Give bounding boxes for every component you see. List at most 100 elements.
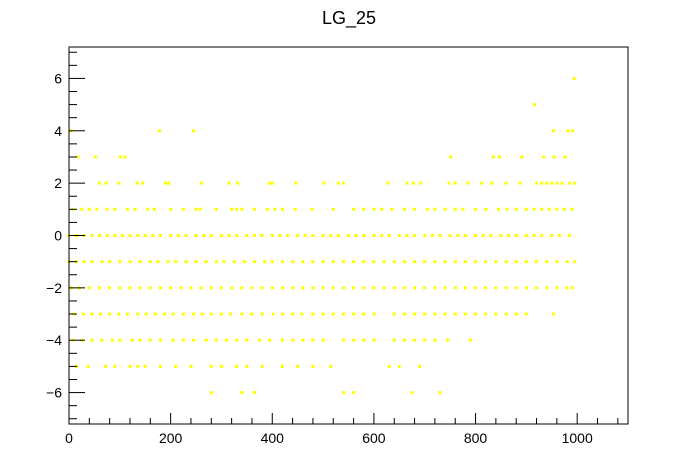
data-point (280, 207, 284, 211)
data-point (331, 312, 335, 316)
data-point (194, 260, 198, 264)
data-point (551, 129, 555, 133)
data-point (565, 286, 569, 290)
x-tick-label: 0 (65, 430, 73, 446)
data-point (463, 260, 467, 264)
y-tick-label: −2 (46, 280, 62, 296)
data-point (267, 181, 271, 185)
data-point (321, 312, 325, 316)
data-point (352, 260, 356, 264)
data-point (540, 181, 544, 185)
data-point (321, 286, 325, 290)
data-point (80, 207, 84, 211)
data-point (463, 234, 467, 237)
data-point (260, 286, 264, 290)
data-point (362, 312, 366, 316)
data-point (90, 260, 94, 264)
data-point (222, 260, 226, 264)
data-point (181, 312, 185, 316)
data-point (158, 338, 162, 342)
data-point (174, 260, 178, 264)
data-point (341, 181, 345, 185)
data-point (494, 260, 498, 264)
data-point (250, 312, 254, 316)
data-point (453, 286, 457, 290)
data-point (570, 207, 574, 211)
data-point (260, 234, 264, 237)
data-point (219, 286, 223, 290)
data-point (194, 207, 198, 211)
y-tick-label: −6 (46, 385, 62, 401)
data-point (463, 286, 467, 290)
data-point (382, 286, 386, 290)
data-point (158, 364, 162, 368)
data-point (560, 181, 564, 185)
data-point (157, 129, 161, 133)
data-point (90, 338, 94, 342)
data-point (494, 286, 498, 290)
data-point (250, 286, 254, 290)
data-point (258, 338, 262, 342)
data-point (117, 312, 121, 316)
data-point (425, 207, 429, 211)
data-point (138, 260, 142, 264)
data-point (240, 312, 244, 316)
data-point (108, 312, 112, 316)
data-point (278, 234, 282, 237)
data-point (128, 286, 132, 290)
data-point (331, 286, 335, 290)
data-point (204, 260, 208, 264)
data-point (128, 364, 132, 368)
data-point (118, 286, 122, 290)
data-point (120, 234, 124, 237)
data-point (507, 234, 511, 237)
data-point (82, 260, 86, 264)
data-point (331, 207, 335, 211)
data-point (402, 260, 406, 264)
data-point (540, 207, 544, 211)
data-point (565, 260, 569, 264)
data-point (209, 234, 213, 237)
data-point (514, 207, 518, 211)
data-point (372, 207, 376, 211)
data-point (443, 312, 447, 316)
data-point (410, 391, 414, 395)
chart-title: LG_25 (322, 8, 376, 29)
data-point (311, 338, 315, 342)
data-point (540, 234, 544, 237)
data-point (252, 207, 256, 211)
data-point (125, 207, 129, 211)
data-point (252, 234, 256, 237)
data-point (311, 364, 315, 368)
data-point (514, 312, 518, 316)
data-point (301, 286, 305, 290)
data-point (514, 260, 518, 264)
data-point (352, 207, 356, 211)
data-point (136, 364, 140, 368)
data-point (81, 312, 85, 316)
data-point (90, 312, 94, 316)
data-point (108, 286, 112, 290)
data-point (271, 312, 275, 316)
data-point (123, 155, 127, 159)
data-point (563, 155, 567, 159)
data-point (166, 260, 170, 264)
data-point (545, 260, 549, 264)
data-point (270, 181, 274, 185)
data-point (412, 181, 416, 185)
data-point (99, 312, 103, 316)
data-point (245, 364, 249, 368)
data-point (532, 207, 536, 211)
data-point (453, 312, 457, 316)
data-point (474, 312, 478, 316)
data-point (362, 260, 366, 264)
data-point (199, 286, 203, 290)
data-point (413, 234, 417, 237)
data-point (225, 338, 229, 342)
data-point (341, 338, 345, 342)
data-point (566, 129, 570, 133)
data-point (118, 338, 122, 342)
data-point (438, 391, 442, 395)
data-point (499, 234, 503, 237)
data-point (572, 76, 576, 80)
